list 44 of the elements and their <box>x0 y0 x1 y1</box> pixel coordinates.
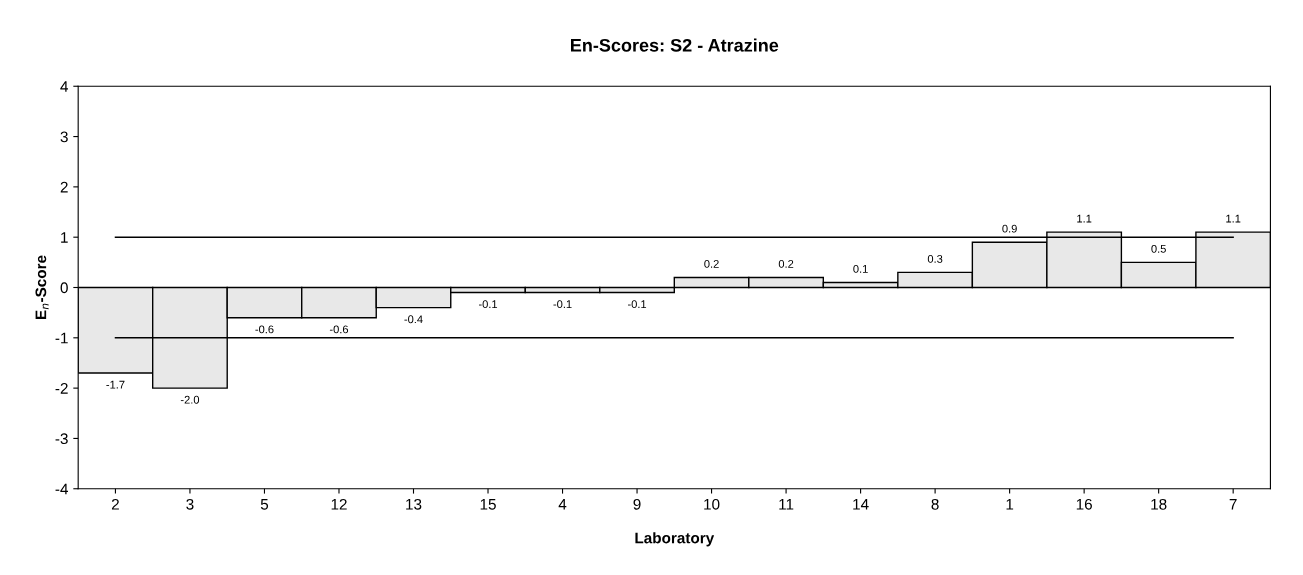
chart-title: En-Scores: S2 - Atrazine <box>571 38 779 52</box>
data-label: -0.4 <box>404 315 423 324</box>
x-axis-title: Laboratory <box>635 532 715 547</box>
data-label: 0.2 <box>778 259 794 268</box>
x-tick-label: 5 <box>260 499 269 510</box>
data-label: 0.5 <box>1151 244 1166 253</box>
data-label: 0.2 <box>704 259 719 268</box>
x-tick-label: 9 <box>633 498 641 510</box>
x-tick-label: 11 <box>779 499 794 510</box>
x-tick-label: 13 <box>406 498 422 510</box>
x-tick-label: 14 <box>853 499 869 510</box>
x-tick-label: 8 <box>931 498 939 510</box>
data-label: 1.1 <box>1077 214 1092 223</box>
data-label: 0.3 <box>927 254 943 263</box>
y-tick-label: 3 <box>60 131 68 143</box>
x-tick-label: 10 <box>704 498 720 510</box>
x-tick-label: 16 <box>1076 498 1092 510</box>
y-tick-label: 1 <box>61 232 68 243</box>
x-tick-label: 2 <box>111 498 119 510</box>
data-label: 0.1 <box>853 265 868 273</box>
x-tick-label: 4 <box>558 499 567 510</box>
data-label: -0.1 <box>478 300 498 309</box>
x-tick-label: 7 <box>1229 499 1237 510</box>
y-tick-label: -4 <box>55 483 69 495</box>
data-label: 1.1 <box>1226 214 1241 223</box>
data-label: -0.1 <box>553 300 572 309</box>
x-tick-label: 18 <box>1151 498 1167 510</box>
data-label: -0.6 <box>329 325 349 334</box>
data-label: 0.9 <box>1002 224 1017 233</box>
x-tick-label: 15 <box>480 499 496 510</box>
data-label: -0.1 <box>627 300 647 309</box>
y-tick-label: -3 <box>55 433 68 445</box>
y-tick-label: 0 <box>60 282 68 294</box>
data-label: -2.0 <box>180 395 200 404</box>
y-axis-title: E$_{n}$-Score <box>35 255 49 320</box>
x-tick-label: 1 <box>1006 499 1014 510</box>
x-tick-label: 12 <box>331 498 347 510</box>
y-tick-label: -1 <box>55 332 68 344</box>
y-tick-label: -2 <box>55 382 68 394</box>
x-tick-label: 3 <box>186 498 194 510</box>
y-tick-label: 2 <box>60 181 68 193</box>
data-label: -0.6 <box>255 325 274 334</box>
data-label: -1.7 <box>106 380 125 389</box>
y-tick-label: 4 <box>60 81 69 92</box>
